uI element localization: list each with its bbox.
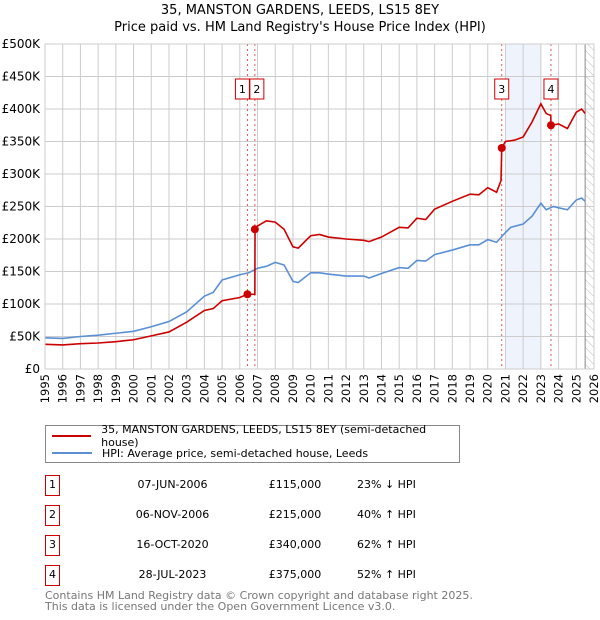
y-tick-label: £0 — [25, 362, 40, 376]
footer: Contains HM Land Registry data © Crown c… — [45, 590, 473, 612]
sale-number: 4 — [45, 565, 60, 586]
table-row: 3 16-OCT-2020 £340,000 62% ↑ HPI — [45, 535, 465, 556]
x-tick-label: 2011 — [321, 374, 335, 403]
x-tick-label: 2000 — [127, 374, 141, 403]
sale-hpi: 23% ↓ HPI — [357, 478, 416, 491]
x-tick-label: 2008 — [268, 374, 282, 403]
x-tick-label: 2001 — [144, 374, 158, 403]
x-tick-label: 1995 — [38, 374, 52, 403]
sale-price: £340,000 — [268, 538, 322, 551]
x-tick-label: 2020 — [481, 374, 495, 403]
x-tick-label: 2005 — [215, 374, 229, 403]
plot-frame — [44, 43, 595, 370]
table-row: 1 07-JUN-2006 £115,000 23% ↓ HPI — [45, 475, 465, 496]
y-tick-label: £300K — [2, 167, 42, 181]
sale-label-box — [249, 78, 265, 100]
sale-date: 07-JUN-2006 — [137, 478, 208, 491]
x-tick-label: 2002 — [162, 374, 176, 403]
sale-label: 1 — [239, 83, 246, 96]
sale-price: £215,000 — [268, 508, 322, 521]
sale-date: 06-NOV-2006 — [135, 508, 210, 521]
sale-number: 2 — [45, 505, 60, 526]
x-tick-label: 2026 — [587, 374, 600, 403]
sale-label: 4 — [547, 83, 554, 96]
y-tick-label: £200K — [2, 232, 42, 246]
legend-item-hpi: HPI: Average price, semi-detached house,… — [52, 445, 368, 461]
x-tick-label: 2023 — [534, 374, 548, 403]
price-chart: £0 £50K £100K £150K £200K £250K £300K £350K £400… — [2, 37, 600, 403]
y-tick-label: £500K — [2, 37, 42, 51]
x-tick-label: 2016 — [410, 374, 424, 403]
footer-line: This data is licensed under the Open Gov… — [45, 600, 396, 613]
legend-swatch — [52, 452, 92, 454]
sale-point — [250, 225, 259, 234]
x-tick-label: 2017 — [428, 374, 442, 403]
legend: 35, MANSTON GARDENS, LEEDS, LS15 8EY (se… — [45, 423, 460, 463]
x-tick-label: 2007 — [251, 374, 265, 403]
sale-number: 3 — [45, 535, 60, 556]
sale-point — [243, 290, 252, 299]
x-tick-label: 2019 — [463, 374, 477, 403]
chart-subtitle: Price paid vs. HM Land Registry's House … — [114, 20, 486, 35]
x-tick-label: 1997 — [73, 374, 87, 403]
property-price-line — [44, 102, 586, 346]
x-tick-label: 2013 — [357, 374, 371, 403]
sale-label: 3 — [498, 83, 505, 96]
x-tick-label: 1998 — [91, 374, 105, 403]
x-tick-label: 2021 — [498, 374, 512, 403]
y-tick-label: £250K — [2, 200, 42, 214]
y-tick-label: £400K — [2, 102, 42, 116]
table-row: 4 28-JUL-2023 £375,000 52% ↑ HPI — [45, 565, 465, 586]
x-tick-label: 2014 — [374, 374, 388, 403]
y-tick-label: £50K — [9, 330, 41, 344]
sale-date: 16-OCT-2020 — [136, 538, 209, 551]
x-tick-label: 2006 — [233, 374, 247, 403]
chart-title: 35, MANSTON GARDENS, LEEDS, LS15 8EY — [160, 3, 440, 18]
legend-swatch — [52, 435, 92, 437]
sale-price: £115,000 — [268, 478, 322, 491]
x-tick-label: 2003 — [180, 374, 194, 403]
x-tick-label: 2024 — [552, 374, 566, 403]
x-tick-label: 1999 — [109, 374, 123, 403]
legend-label: HPI: Average price, semi-detached house,… — [102, 446, 369, 460]
legend-label: 35, MANSTON GARDENS, LEEDS, LS15 8EY (se… — [101, 423, 427, 449]
y-tick-label: £450K — [2, 70, 42, 84]
x-tick-label: 2010 — [304, 374, 318, 403]
x-tick-label: 2009 — [286, 374, 300, 403]
x-tick-label: 2015 — [392, 374, 406, 403]
footer-line: Contains HM Land Registry data © Crown c… — [45, 589, 473, 602]
table-row: 2 06-NOV-2006 £215,000 40% ↑ HPI — [45, 505, 465, 526]
hpi-line — [44, 197, 586, 340]
x-tick-label: 2004 — [197, 374, 211, 403]
sale-date: 28-JUL-2023 — [138, 568, 207, 581]
sale-number: 1 — [45, 475, 60, 496]
y-tick-label: £150K — [2, 265, 42, 279]
sale-price: £375,000 — [268, 568, 322, 581]
legend-item-property: 35, MANSTON GARDENS, LEEDS, LS15 8EY (se… — [52, 423, 459, 449]
sale-hpi: 40% ↑ HPI — [357, 508, 416, 521]
x-tick-label: 1996 — [56, 374, 70, 403]
sale-point — [546, 121, 555, 130]
sale-label-box — [543, 78, 559, 100]
sale-point — [497, 144, 506, 152]
x-tick-label: 2012 — [339, 374, 353, 403]
sale-label: 2 — [253, 83, 260, 96]
sale-label-box — [494, 78, 510, 100]
x-tick-label: 2018 — [445, 374, 459, 403]
sale-hpi: 62% ↑ HPI — [357, 538, 416, 551]
x-tick-label: 2022 — [516, 374, 530, 403]
x-tick-label: 2025 — [569, 374, 583, 403]
sale-hpi: 52% ↑ HPI — [357, 568, 416, 581]
y-tick-label: £350K — [2, 135, 42, 149]
y-tick-label: £100K — [2, 297, 42, 311]
